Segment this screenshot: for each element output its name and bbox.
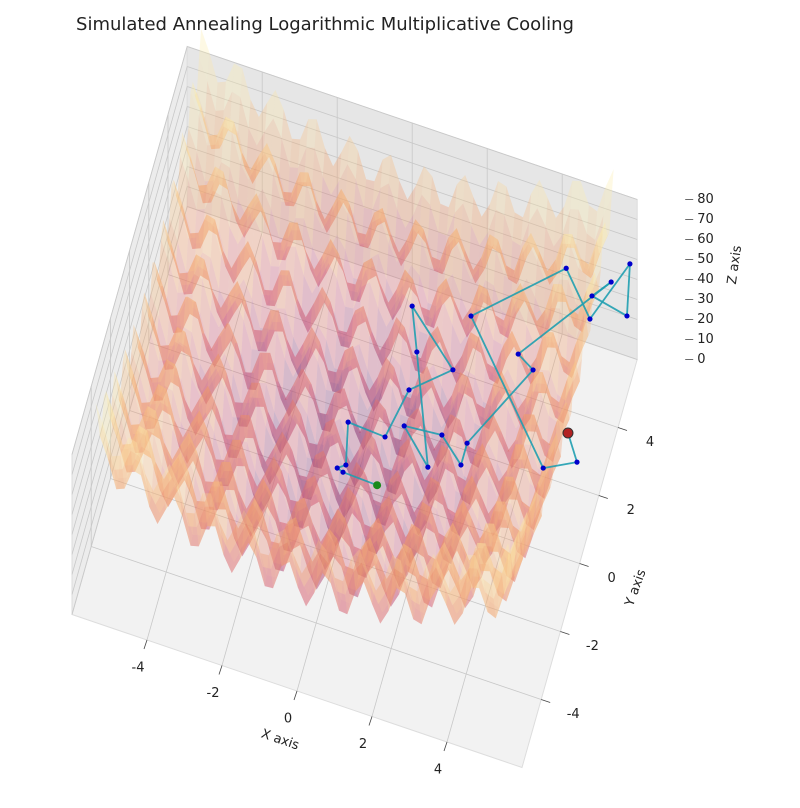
x-axis-label: X axis (259, 727, 301, 754)
path-point (624, 313, 629, 318)
path-point (465, 441, 470, 446)
y-axis-label: Y axis (622, 567, 650, 609)
path-point (335, 465, 340, 470)
path-point (541, 465, 546, 470)
path-point (439, 432, 444, 437)
path-point (574, 460, 579, 465)
path-point (343, 462, 348, 467)
z-tick-label: 30 (697, 292, 714, 307)
z-tick-label: 0 (697, 352, 705, 367)
path-point (530, 367, 535, 372)
path-point (458, 462, 463, 467)
y-tick (541, 700, 550, 703)
path-point (587, 316, 592, 321)
y-tick (560, 632, 569, 635)
path-point (425, 465, 430, 470)
z-tick-label: 70 (697, 212, 714, 227)
path-point (627, 261, 632, 266)
z-tick-label: 20 (697, 312, 714, 327)
z-axis-label: Z axis (725, 244, 745, 285)
y-tick (580, 564, 589, 567)
path-point (450, 367, 455, 372)
x-tick-label: -2 (207, 686, 220, 701)
x-tick-label: 0 (284, 712, 292, 727)
z-tick-label: 40 (697, 272, 714, 287)
x-tick (369, 717, 372, 726)
path-point (340, 470, 345, 475)
path-point (414, 349, 419, 354)
y-tick-label: -4 (567, 707, 580, 722)
path-point (564, 266, 569, 271)
x-tick (144, 640, 147, 649)
y-tick-label: 2 (627, 503, 635, 518)
path-point (402, 423, 407, 428)
y-tick (618, 428, 627, 431)
chart-title: Simulated Annealing Logarithmic Multipli… (76, 14, 574, 35)
y-tick (599, 496, 608, 499)
path-point (346, 420, 351, 425)
y-tick-label: 4 (646, 435, 654, 450)
y-tick-label: 0 (607, 571, 615, 586)
path-point (609, 279, 614, 284)
z-tick-label: 10 (697, 332, 714, 347)
path-point (382, 434, 387, 439)
z-tick-label: 80 (697, 192, 714, 207)
path-point (589, 293, 594, 298)
y-tick-label: -2 (586, 639, 599, 654)
x-tick (444, 742, 447, 751)
start-point (563, 428, 573, 438)
end-point (373, 481, 381, 489)
x-tick (294, 691, 297, 700)
z-tick-label: 50 (697, 252, 714, 267)
z-tick-label: 60 (697, 232, 714, 247)
x-tick-label: 4 (434, 763, 442, 778)
path-point (468, 313, 473, 318)
x-tick-label: 2 (359, 737, 367, 752)
x-tick (219, 666, 222, 675)
x-tick-label: -4 (132, 661, 145, 676)
path-point (406, 387, 411, 392)
path-point (516, 351, 521, 356)
path-point (410, 303, 415, 308)
